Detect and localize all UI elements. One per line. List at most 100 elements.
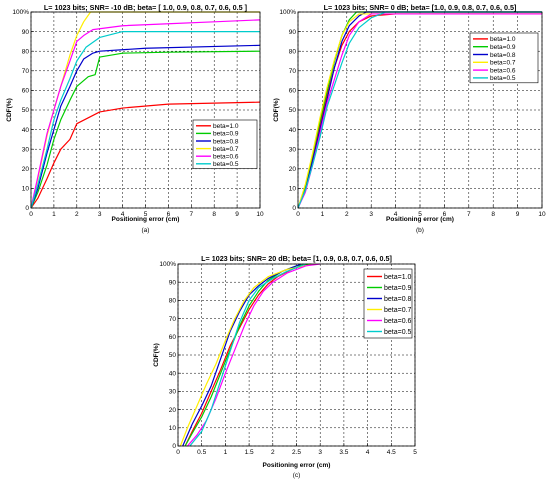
legend-label: beta=0.5 [213, 161, 239, 168]
chart-a: 0 1 2 3 4 5 6 7 8 9 10 0 10 20 30 40 50 60 70 80 90 100% L= 10… [6, 3, 264, 234]
y-tick-label: 20 [289, 166, 297, 173]
x-tick-label: 9 [235, 211, 239, 218]
legend-label: beta=0.9 [490, 44, 516, 51]
legend-label: beta=0.7 [384, 307, 412, 314]
y-tick-label: 10 [22, 186, 30, 193]
y-tick-label: 80 [289, 48, 297, 55]
x-tick-label: 0 [176, 449, 180, 456]
y-tick-label: 30 [169, 389, 177, 396]
legend-label: beta=0.8 [384, 296, 412, 303]
y-axis-label: CDF(%) [273, 98, 280, 121]
series-line-beta-0-7 [179, 263, 316, 447]
y-tick-label: 0 [172, 443, 176, 450]
y-tick-label: 50 [289, 107, 297, 114]
legend-label: beta=1.0 [490, 36, 516, 43]
x-tick-label: 3 [98, 211, 102, 218]
x-tick-label: 1 [224, 449, 228, 456]
x-tick-label: 6 [443, 211, 447, 218]
y-tick-label: 100% [12, 9, 29, 16]
legend-label: beta=0.5 [490, 75, 516, 82]
y-tick-label: 10 [289, 186, 297, 193]
y-tick-label: 70 [22, 68, 30, 75]
x-tick-label: 2 [75, 211, 79, 218]
legend-box [192, 119, 258, 169]
y-tick-label: 40 [22, 127, 30, 134]
y-tick-label: 10 [169, 425, 177, 432]
chart-caption: (c) [293, 472, 301, 479]
y-tick-label: 80 [22, 48, 30, 55]
x-tick-label: 8 [491, 211, 495, 218]
x-tick-label: 1.5 [245, 449, 254, 456]
y-tick-label: 60 [289, 88, 297, 95]
x-tick-label: 7 [189, 211, 193, 218]
y-tick-label: 0 [25, 205, 29, 212]
legend-label: beta=0.5 [384, 329, 412, 336]
y-axis-label: CDF(%) [153, 343, 160, 366]
x-tick-label: 4 [121, 211, 125, 218]
legend-label: beta=0.7 [213, 146, 239, 153]
series-line-beta-0-8 [30, 44, 261, 209]
x-tick-label: 1 [321, 211, 325, 218]
legend-label: beta=0.6 [490, 67, 516, 74]
series-line-beta-0-5 [189, 263, 307, 447]
series-line-beta-1-0 [30, 101, 261, 209]
legend-label: beta=0.9 [384, 285, 412, 292]
series-line-beta-0-6 [30, 19, 261, 209]
series-line-beta-0-9 [30, 50, 261, 209]
x-tick-label: 10 [538, 211, 546, 218]
legend-label: beta=0.8 [213, 138, 239, 145]
x-tick-label: 3 [369, 211, 373, 218]
series-line-beta-0-5 [30, 31, 260, 209]
x-tick-label: 4 [366, 449, 370, 456]
chart-c: 0 0.5 1 1.5 2 2.5 3 3.5 4 4.5 50102030405060708090… [153, 254, 417, 479]
y-tick-label: 60 [169, 334, 177, 341]
y-tick-label: 30 [22, 146, 30, 153]
legend: beta=1.0beta=0.9beta=0.8beta=0.7beta=0.6… [192, 119, 258, 169]
chart-title: L= 1023 bits; SNR= -10 dB; beta= [ 1.0, … [44, 3, 247, 12]
series-line-beta-0-5 [297, 11, 542, 209]
chart-title: L= 1023 bits; SNR= 0 dB; beta= [1.0, 0.9… [324, 3, 517, 12]
x-tick-label: 7 [467, 211, 471, 218]
x-tick-label: 6 [167, 211, 171, 218]
y-tick-label: 70 [169, 316, 177, 323]
x-tick-label: 5 [413, 449, 417, 456]
x-tick-label: 3.5 [339, 449, 348, 456]
legend-label: beta=1.0 [384, 274, 412, 281]
y-tick-label: 90 [22, 29, 30, 36]
y-tick-label: 90 [169, 279, 177, 286]
legend-label: beta=1.0 [213, 123, 239, 130]
legend-label: beta=0.7 [490, 60, 516, 67]
legend-box [363, 268, 413, 339]
legend: beta=1.0beta=0.9beta=0.8beta=0.7beta=0.6… [363, 268, 413, 339]
series-line-beta-0-8 [297, 11, 542, 209]
x-axis-label: Positioning error (cm) [112, 216, 180, 223]
y-tick-label: 40 [289, 127, 297, 134]
y-tick-label: 80 [169, 298, 177, 305]
x-axis-label: Positioning error (cm) [386, 216, 454, 223]
x-tick-label: 2.5 [292, 449, 301, 456]
y-tick-label: 100% [159, 261, 176, 268]
chart-caption: (b) [416, 227, 424, 234]
legend: beta=1.0beta=0.9beta=0.8beta=0.7beta=0.6… [469, 32, 539, 84]
legend-label: beta=0.8 [490, 52, 516, 59]
x-tick-label: 4.5 [387, 449, 396, 456]
x-tick-label: 8 [212, 211, 216, 218]
x-tick-label: 2 [345, 211, 349, 218]
x-tick-label: 9 [516, 211, 520, 218]
legend-label: beta=0.6 [213, 153, 239, 160]
y-tick-label: 20 [22, 166, 30, 173]
y-tick-label: 60 [22, 88, 30, 95]
x-tick-label: 2 [271, 449, 275, 456]
y-tick-label: 50 [169, 352, 177, 359]
x-axis-label: Positioning error (cm) [263, 462, 331, 469]
series-line-beta-0-7 [297, 13, 542, 209]
y-axis-label: CDF(%) [6, 98, 13, 121]
y-tick-label: 100% [279, 9, 296, 16]
x-tick-label: 5 [144, 211, 148, 218]
y-tick-label: 50 [22, 107, 30, 114]
y-tick-label: 30 [289, 146, 297, 153]
x-tick-label: 0 [29, 211, 33, 218]
legend-box [469, 32, 539, 84]
x-tick-label: 4 [394, 211, 398, 218]
